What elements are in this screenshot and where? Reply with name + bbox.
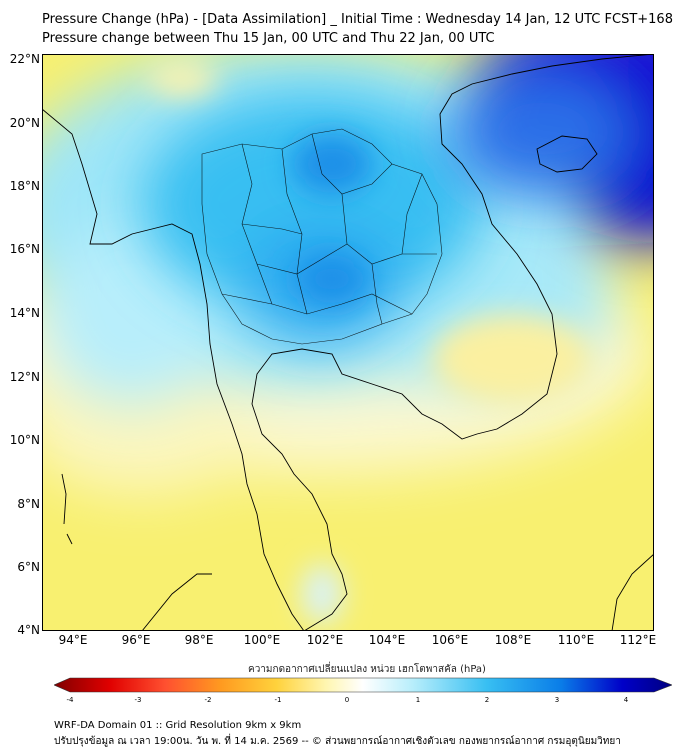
colorbar-ticks: -4 -3 -2 -1 0 1 2 3 4 <box>67 696 629 704</box>
chart-subtitle: Pressure change between Thu 15 Jan, 00 U… <box>42 31 495 46</box>
pressure-change-map[interactable] <box>42 54 654 631</box>
colorbar-tick: -1 <box>275 696 282 704</box>
lon-label: 96°E <box>121 633 151 647</box>
lat-label: 8°N <box>17 497 40 511</box>
chart-title: Pressure Change (hPa) - [Data Assimilati… <box>42 12 673 27</box>
colorbar-tick: 3 <box>555 696 559 704</box>
lat-label: 10°N <box>9 433 40 447</box>
colorbar: -4 -3 -2 -1 0 1 2 3 4 <box>53 676 673 706</box>
lon-label: 104°E <box>368 633 406 647</box>
footer-model-info: WRF-DA Domain 01 :: Grid Resolution 9km … <box>54 720 302 731</box>
lon-label: 102°E <box>306 633 344 647</box>
lon-label: 94°E <box>58 633 88 647</box>
lat-label: 12°N <box>9 370 40 384</box>
field-local-anomalies <box>147 61 592 624</box>
colorbar-tick: -4 <box>67 696 75 704</box>
lat-label: 20°N <box>9 116 40 130</box>
map-frame <box>42 54 654 631</box>
colorbar-tick: 1 <box>416 696 420 704</box>
field-negative-core <box>292 134 372 304</box>
lat-label: 4°N <box>17 623 40 637</box>
lat-label: 6°N <box>17 560 40 574</box>
colorbar-title: ความกดอากาศเปลี่ยนแปลง หน่วย เฮกโตพาสคัล… <box>248 664 486 675</box>
colorbar-tick: 0 <box>345 696 349 704</box>
lon-label: 100°E <box>243 633 281 647</box>
latitude-axis: 22°N 20°N 18°N 16°N 14°N 12°N 10°N 8°N 6… <box>0 0 40 660</box>
lon-label: 106°E <box>431 633 469 647</box>
province-borders <box>201 128 443 345</box>
colorbar-tick: -3 <box>135 696 142 704</box>
lat-label: 22°N <box>9 52 40 66</box>
lat-label: 16°N <box>9 242 40 256</box>
colorbar-tick: 4 <box>624 696 629 704</box>
lat-label: 18°N <box>9 179 40 193</box>
coastlines <box>42 54 654 631</box>
lon-label: 112°E <box>619 633 657 647</box>
lon-label: 110°E <box>557 633 595 647</box>
lon-label: 98°E <box>184 633 214 647</box>
footer-credit: ปรับปรุงข้อมูล ณ เวลา 19:00น. วัน พ. ที่… <box>54 736 621 747</box>
colorbar-tick: 2 <box>485 696 489 704</box>
colorbar-tick: -2 <box>205 696 212 704</box>
lat-label: 14°N <box>9 306 40 320</box>
lon-label: 108°E <box>494 633 532 647</box>
colorbar-bar <box>53 677 673 693</box>
